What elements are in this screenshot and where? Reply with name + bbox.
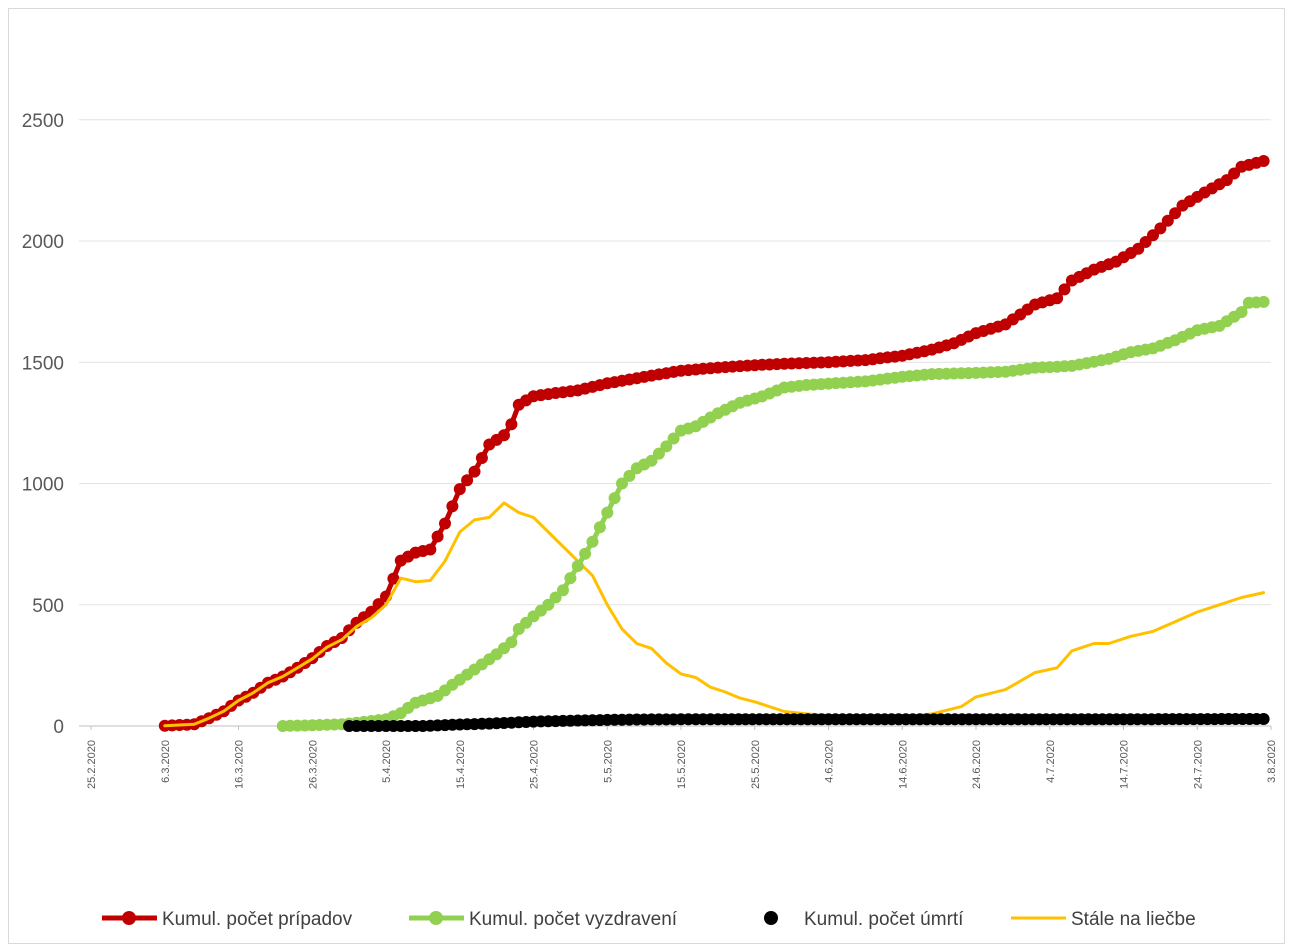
- legend-item-2: Kumul. počet úmrtí: [764, 909, 964, 930]
- y-tick-label: 1000: [22, 475, 64, 496]
- gridlines: [79, 119, 1271, 727]
- x-tick-label: 14.7.2020: [1119, 740, 1131, 789]
- legend-marker: [429, 911, 443, 925]
- x-tick-label: 6.3.2020: [160, 740, 172, 783]
- y-axis-ticks: 0 500 1000 1500 2000 2500: [22, 111, 64, 738]
- data-point: [387, 572, 400, 585]
- x-tick-label: 4.7.2020: [1045, 740, 1057, 783]
- data-point: [564, 572, 577, 585]
- chart-frame: 0 500 1000 1500 2000 2500 25.2.2020 6.3.2020 16…: [8, 8, 1285, 944]
- data-point: [645, 454, 658, 467]
- x-tick-label: 5.5.2020: [602, 740, 614, 783]
- data-point: [608, 492, 621, 505]
- y-tick-label: 0: [53, 717, 64, 738]
- data-point: [505, 418, 518, 431]
- series-markers: [276, 295, 1270, 732]
- series-markers: [158, 154, 1270, 732]
- data-point: [505, 636, 518, 649]
- data-point: [571, 560, 584, 572]
- legend-marker: [764, 911, 778, 925]
- data-point: [1051, 292, 1064, 305]
- data-point: [431, 530, 444, 543]
- series-2: [343, 712, 1270, 732]
- x-tick-label: 4.6.2020: [824, 740, 836, 783]
- data-point: [475, 452, 488, 464]
- y-tick-label: 1500: [22, 353, 64, 374]
- x-tick-label: 14.6.2020: [897, 740, 909, 789]
- data-point: [343, 624, 356, 637]
- data-point: [616, 477, 628, 490]
- legend-label: Kumul. počet úmrtí: [804, 909, 964, 930]
- data-point: [1154, 222, 1167, 235]
- x-tick-label: 16.3.2020: [234, 740, 246, 789]
- data-point: [601, 506, 614, 519]
- x-tick-label: 25.4.2020: [529, 740, 541, 789]
- line-chart: 0 500 1000 1500 2000 2500 25.2.2020 6.3.2020 16…: [22, 111, 1278, 930]
- y-tick-label: 2500: [22, 111, 64, 132]
- legend-item-1: Kumul. počet vyzdravení: [409, 909, 678, 930]
- x-tick-label: 24.6.2020: [971, 740, 983, 789]
- x-tick-label: 26.3.2020: [307, 740, 319, 789]
- series-line: [163, 501, 1266, 728]
- legend-item-3: Stále na liečbe: [1011, 909, 1196, 930]
- data-point: [1058, 283, 1071, 296]
- x-tick-label: 15.5.2020: [676, 740, 688, 789]
- data-point: [623, 469, 636, 482]
- data-point: [667, 432, 680, 445]
- series-3: [163, 501, 1266, 728]
- series-markers: [343, 712, 1270, 732]
- data-point: [1169, 207, 1182, 220]
- data-point: [1257, 295, 1270, 308]
- x-tick-label: 5.4.2020: [381, 740, 393, 783]
- legend-label: Stále na liečbe: [1071, 909, 1196, 930]
- series-layer: [158, 154, 1270, 732]
- data-point: [557, 584, 569, 597]
- x-tick-label: 3.8.2020: [1266, 740, 1278, 783]
- x-axis-ticks: 25.2.2020 6.3.2020 16.3.2020 26.3.2020 5.4.2…: [86, 726, 1278, 789]
- series-1: [276, 295, 1270, 732]
- legend-item-0: Kumul. počet prípadov: [102, 909, 353, 930]
- data-point: [1235, 306, 1248, 319]
- data-point: [593, 521, 606, 534]
- data-point: [542, 598, 555, 611]
- data-point: [1257, 154, 1270, 167]
- data-point: [579, 547, 592, 560]
- data-point: [439, 517, 451, 530]
- y-tick-label: 2000: [22, 232, 64, 253]
- data-point: [1161, 214, 1174, 227]
- data-point: [446, 500, 459, 513]
- data-point: [498, 429, 510, 442]
- data-point: [468, 465, 481, 478]
- data-point: [586, 535, 599, 548]
- data-point: [549, 591, 562, 604]
- data-point: [461, 474, 474, 487]
- data-point: [1257, 712, 1270, 725]
- data-point: [652, 447, 665, 460]
- legend-marker: [122, 911, 136, 925]
- x-tick-label: 25.2.2020: [86, 740, 98, 789]
- data-point: [453, 483, 466, 496]
- legend: Kumul. počet prípadov Kumul. počet vyzdra…: [102, 909, 1196, 930]
- legend-label: Kumul. počet prípadov: [162, 909, 353, 930]
- y-tick-label: 500: [32, 596, 64, 617]
- data-point: [424, 543, 437, 556]
- x-tick-label: 24.7.2020: [1192, 740, 1204, 789]
- legend-label: Kumul. počet vyzdravení: [469, 909, 678, 930]
- data-point: [660, 440, 673, 453]
- x-tick-label: 15.4.2020: [455, 740, 467, 789]
- x-tick-label: 25.5.2020: [750, 740, 762, 789]
